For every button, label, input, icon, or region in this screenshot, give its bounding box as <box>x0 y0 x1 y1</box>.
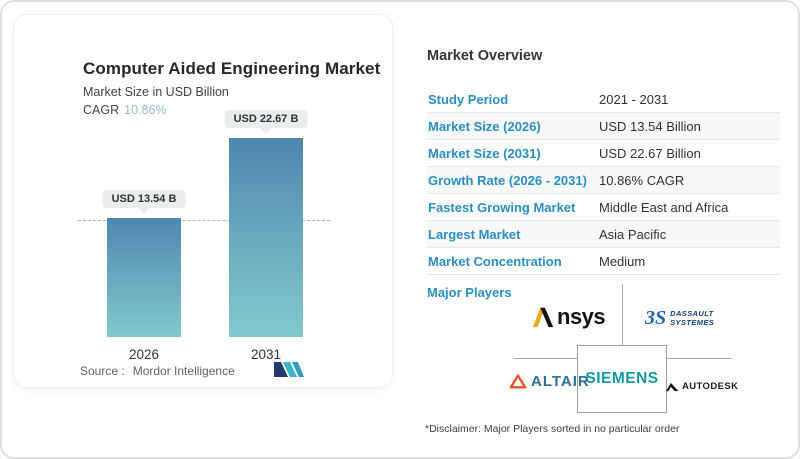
cagr-label: CAGR <box>83 103 120 117</box>
overview-row-value: Middle East and Africa <box>599 199 729 215</box>
overview-table-row: Fastest Growing Market Middle East and A… <box>427 194 780 221</box>
diagram-horizontal-divider-left <box>514 358 577 359</box>
overview-row-label: Market Size (2031) <box>428 145 541 161</box>
chart-subtitle: Market Size in USD Billion <box>83 85 229 99</box>
autodesk-wordmark: AUTODESK <box>682 381 739 392</box>
ansys-logo: nsys <box>532 304 606 330</box>
autodesk-mark-icon <box>666 382 679 391</box>
source-value: Mordor Intelligence <box>132 364 235 378</box>
ansys-slash-icon <box>532 307 554 328</box>
siemens-logo: SIEMENS <box>585 370 659 387</box>
diagram-horizontal-divider-right <box>667 358 731 359</box>
cagr-value: 10.86% <box>124 103 167 117</box>
cagr-line: CAGR 10.86% <box>83 103 380 117</box>
market-chart-card: Computer Aided Engineering Market Market… <box>13 14 393 388</box>
dassault-wordmark: DASSAULT SYSTEMES <box>670 308 715 327</box>
disclaimer-text: *Disclaimer: Major Players sorted in no … <box>425 423 680 435</box>
mordor-intelligence-logo-icon <box>274 362 304 377</box>
overview-table: Study Period 2021 - 2031 Market Size (20… <box>427 86 780 275</box>
overview-row-label: Study Period <box>428 91 509 107</box>
dassault-3ds-icon: 3S <box>645 307 667 329</box>
overview-row-value: 2021 - 2031 <box>599 91 669 107</box>
overview-row-value: Medium <box>599 253 646 269</box>
ansys-wordmark: nsys <box>557 304 606 329</box>
overview-table-row: Market Size (2026) USD 13.54 Billion <box>427 113 780 140</box>
bar-chart: USD 13.54 B 2026 USD 22.67 B 2031 <box>14 15 392 387</box>
bar-value-badge-2026: USD 13.54 B <box>102 190 186 209</box>
bar-group-2031: USD 22.67 B 2031 <box>224 15 308 387</box>
overview-table-row: Largest Market Asia Pacific <box>427 221 780 248</box>
overview-row-value: 10.86% CAGR <box>599 172 685 188</box>
overview-row-label: Market Concentration <box>428 253 562 269</box>
bar-value-badge-2031: USD 22.67 B <box>224 110 308 128</box>
diagram-vertical-divider <box>622 284 623 345</box>
autodesk-logo: AUTODESK <box>666 381 738 392</box>
overview-table-row: Market Size (2031) USD 22.67 Billion <box>427 140 780 167</box>
overview-table-row: Study Period 2021 - 2031 <box>427 86 780 113</box>
overview-row-label: Fastest Growing Market <box>428 199 576 215</box>
overview-table-row: Growth Rate (2026 - 2031) 10.86% CAGR <box>427 167 780 194</box>
overview-table-row: Market Concentration Medium <box>427 248 780 275</box>
siemens-box: SIEMENS <box>577 345 667 413</box>
overview-row-label: Growth Rate (2026 - 2031) <box>428 172 587 188</box>
chart-header: Computer Aided Engineering Market Market… <box>83 59 380 117</box>
altair-wordmark: ALTAIR <box>531 373 590 390</box>
major-players-diagram: nsys 3S DASSAULT SYSTEMES SIEMENS ALTAIR… <box>502 280 742 418</box>
overview-row-value: USD 22.67 Billion <box>599 145 701 161</box>
overview-row-label: Largest Market <box>428 226 521 242</box>
reference-dashed-line <box>78 220 330 222</box>
dassault-systemes-logo: 3S DASSAULT SYSTEMES <box>645 307 714 330</box>
source-label: Source : <box>80 364 125 378</box>
overview-title: Market Overview <box>427 48 543 64</box>
bar-2026 <box>107 218 181 337</box>
altair-logo: ALTAIR <box>509 373 590 390</box>
overview-row-value: USD 13.54 Billion <box>599 118 701 134</box>
axis-tick-2026: 2026 <box>128 347 160 362</box>
overview-row-value: Asia Pacific <box>599 226 667 242</box>
bar-2031 <box>229 138 303 337</box>
altair-triangle-icon <box>509 374 527 389</box>
source-attribution: Source : Mordor Intelligence <box>80 364 235 378</box>
overview-row-label: Market Size (2026) <box>428 118 541 134</box>
axis-tick-2031: 2031 <box>250 347 282 362</box>
major-players-label: Major Players <box>427 285 512 300</box>
bar-group-2026: USD 13.54 B 2026 <box>102 15 186 387</box>
chart-title: Computer Aided Engineering Market <box>83 59 381 78</box>
